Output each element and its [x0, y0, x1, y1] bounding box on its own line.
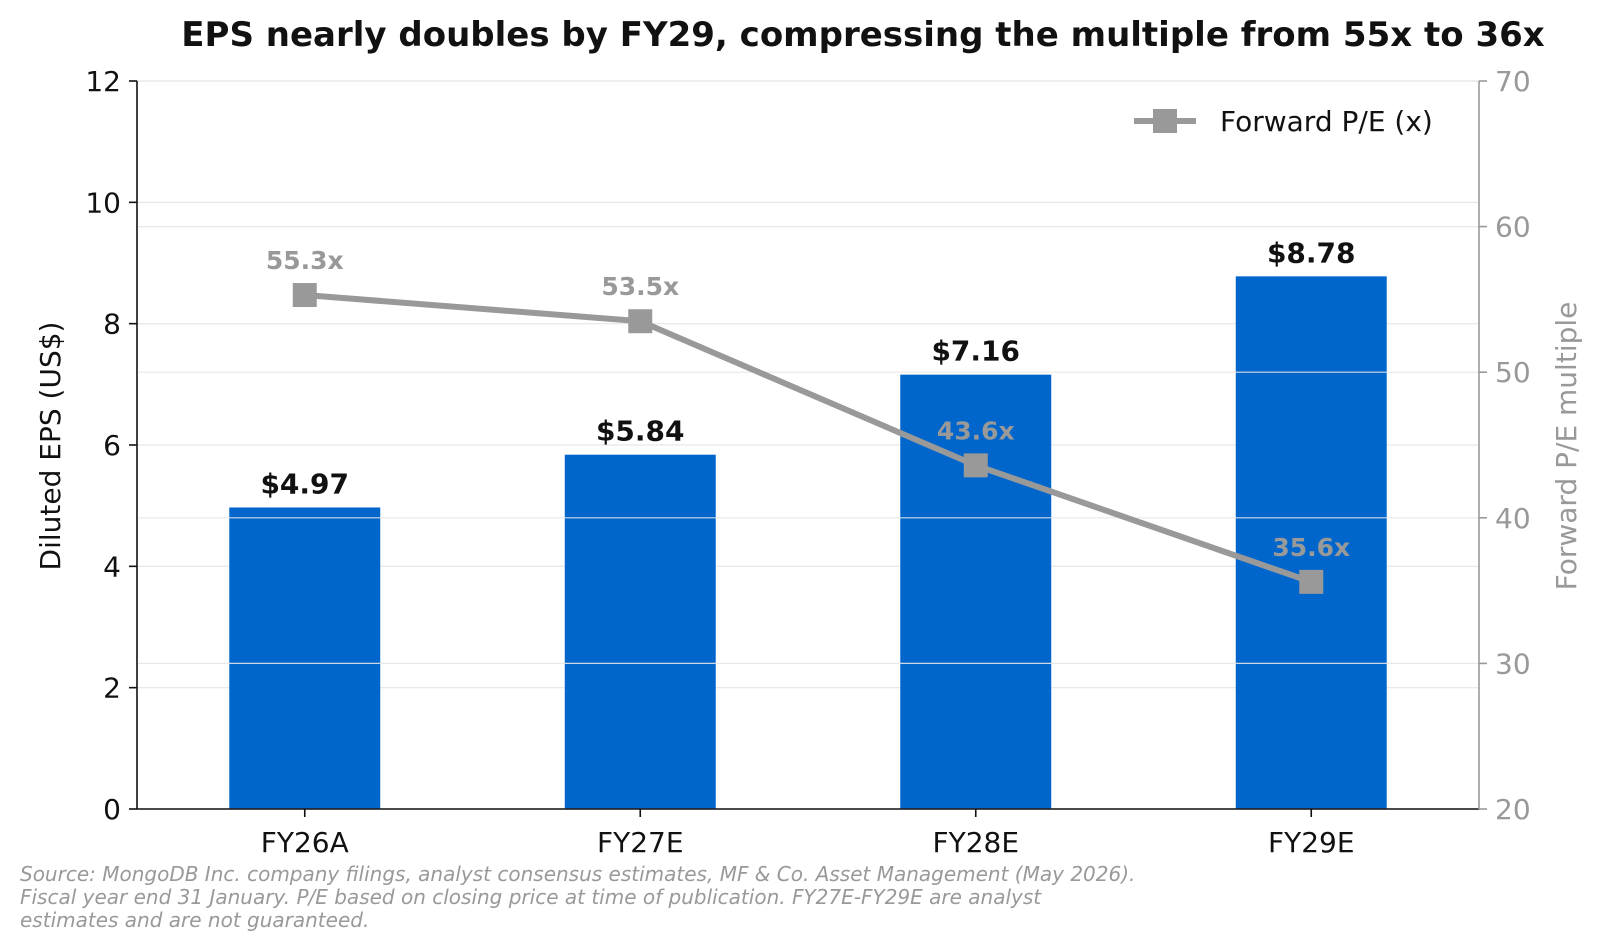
y-tick-label: 8 — [103, 308, 121, 341]
eps-data-label: $8.78 — [1267, 236, 1356, 269]
y-tick-label: 12 — [85, 65, 121, 98]
pe-data-label: 55.3x — [266, 246, 344, 275]
pe-marker — [1299, 569, 1324, 594]
y-tick-label: 10 — [85, 186, 121, 219]
eps-data-label: $5.84 — [596, 415, 685, 448]
y2-tick-label: 50 — [1495, 356, 1531, 389]
x-tick-label: FY27E — [597, 826, 684, 859]
footnote-line-1: Source: MongoDB Inc. company filings, an… — [20, 862, 1135, 886]
y-tick-label: 6 — [103, 429, 121, 462]
chart-title: EPS nearly doubles by FY29, compressing … — [181, 15, 1544, 55]
y2-tick-label: 40 — [1495, 502, 1531, 535]
footnote-line-2: Fiscal year end 31 January. P/E based on… — [20, 885, 1042, 909]
y-tick-label: 2 — [103, 672, 121, 705]
footnote: Source: MongoDB Inc. company filings, an… — [20, 862, 1135, 932]
x-tick-label: FY29E — [1268, 826, 1355, 859]
axes: 0 2 4 6 8 10 12 20 30 40 50 60 70 FY26A FY27E FY28E FY29… — [85, 65, 1530, 859]
legend-marker-swatch — [1153, 109, 1177, 133]
y-tick-label: 4 — [103, 550, 121, 583]
eps-bar — [1235, 276, 1387, 809]
legend: Forward P/E (x) — [1134, 105, 1433, 138]
pe-data-label: 53.5x — [601, 272, 679, 301]
legend-label: Forward P/E (x) — [1220, 105, 1433, 138]
footnote-line-3: estimates and are not guaranteed. — [20, 908, 369, 932]
data-labels: $4.97 $5.84 $7.16 $8.78 55.3x 53.5x 43.6x 35.6x — [260, 236, 1355, 562]
y-axis-label: Diluted EPS (US$) — [34, 322, 67, 571]
pe-data-label: 43.6x — [937, 416, 1015, 445]
pe-marker — [292, 283, 317, 308]
pe-line-series — [292, 283, 1324, 594]
x-tick-label: FY28E — [932, 826, 1019, 859]
eps-data-label: $4.97 — [260, 467, 349, 500]
y-tick-label: 0 — [103, 793, 121, 826]
y2-tick-label: 60 — [1495, 211, 1531, 244]
y2-tick-label: 70 — [1495, 65, 1531, 98]
eps-data-label: $7.16 — [931, 335, 1020, 368]
x-tick-label: FY26A — [261, 826, 349, 859]
y2-axis-label: Forward P/E multiple — [1550, 302, 1583, 591]
eps-bars — [137, 80, 1479, 810]
y2-tick-label: 20 — [1495, 793, 1531, 826]
eps-bar — [229, 507, 381, 809]
pe-data-label: 35.6x — [1272, 533, 1350, 562]
eps-bar — [564, 454, 716, 809]
pe-line — [304, 292, 1313, 585]
pe-marker — [628, 309, 653, 334]
pe-marker — [963, 453, 988, 478]
y2-tick-label: 30 — [1495, 647, 1531, 680]
